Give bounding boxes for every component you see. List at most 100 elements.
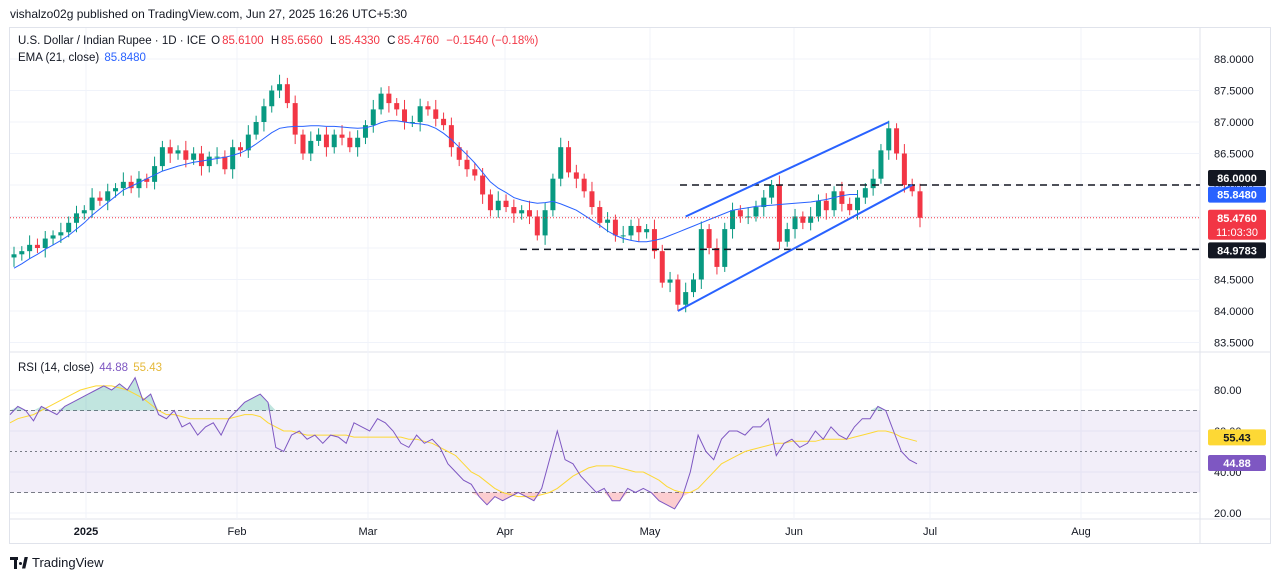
candle-body — [823, 200, 829, 211]
candle-body — [269, 90, 275, 107]
candle-body — [113, 188, 119, 192]
time-tick-label: Feb — [228, 526, 247, 538]
candle-body — [339, 134, 345, 138]
candle-body — [11, 254, 17, 258]
candle-body — [581, 178, 587, 192]
rsi-line — [9, 376, 918, 510]
badge-ema: 85.8480 — [1217, 190, 1257, 202]
candle-body — [245, 134, 251, 151]
badge-level-high-bg — [1208, 170, 1266, 186]
candle-body — [417, 106, 423, 122]
price-tick-label: 87.0000 — [1214, 117, 1254, 129]
candle-body — [128, 181, 134, 189]
candle-body — [159, 147, 165, 167]
candle-body — [355, 137, 361, 148]
candle-body — [386, 93, 392, 104]
badge-rsi-bg — [1208, 454, 1266, 471]
candle-body — [152, 166, 158, 182]
candle-body — [691, 279, 696, 293]
candle-body — [894, 128, 900, 154]
rsi-ma-line — [9, 385, 918, 498]
candle-body — [378, 93, 384, 110]
candle-body — [19, 251, 25, 255]
badge-ema-bg — [1208, 186, 1266, 203]
tradingview-logo[interactable]: TradingView — [10, 555, 104, 570]
ema-legend: EMA (21, close) 85.8480 — [18, 52, 148, 64]
candle-body — [667, 279, 673, 283]
tradingview-logo-icon — [10, 556, 28, 569]
price-tick-label: 84.0000 — [1214, 306, 1254, 318]
price-tick-label: 83.5000 — [1214, 338, 1254, 350]
candle-body — [198, 153, 204, 167]
badge-level-high: 86.0000 — [1217, 173, 1257, 185]
candle-body — [284, 84, 290, 104]
candle-body — [800, 216, 806, 223]
candle-body — [620, 235, 626, 237]
publisher-line: vishalzo02g published on TradingView.com… — [10, 7, 408, 21]
candle-body — [66, 222, 72, 233]
time-tick-label: Jul — [923, 526, 937, 538]
candle-body — [136, 178, 142, 189]
candle-body — [566, 147, 572, 173]
candle-body — [42, 238, 48, 248]
candle-body — [206, 156, 212, 167]
candle-body — [58, 232, 64, 236]
candle-body — [144, 178, 150, 182]
candle-body — [323, 134, 329, 148]
close-label: C — [387, 35, 396, 47]
candle-body — [50, 235, 56, 239]
price-tick-label: 86.5000 — [1214, 149, 1254, 161]
ema-label[interactable]: EMA (21, close) — [18, 52, 100, 64]
candle-body — [761, 197, 767, 208]
price-tick-label: 87.5000 — [1214, 86, 1254, 98]
rsi-label[interactable]: RSI (14, close) — [18, 362, 95, 374]
candle-body — [909, 185, 915, 192]
candle-body — [487, 194, 493, 211]
rsi-tick-label: 80.00 — [1214, 385, 1242, 397]
candle-body — [776, 185, 782, 242]
candle-body — [425, 106, 431, 110]
candle-body — [659, 251, 665, 283]
symbol-title[interactable]: U.S. Dollar / Indian Rupee · 1D · ICE — [18, 35, 206, 47]
candle-body — [347, 137, 353, 148]
candle-body — [886, 128, 892, 151]
candle-body — [230, 147, 236, 170]
candle-body — [612, 219, 618, 236]
badge-level-low-bg — [1208, 242, 1266, 259]
badge-countdown: 11:03:30 — [1216, 227, 1258, 239]
time-tick-label: Aug — [1071, 526, 1091, 538]
candle-body — [253, 122, 259, 135]
rsi-value: 44.88 — [99, 362, 129, 374]
candle-body — [901, 153, 907, 185]
candle-body — [27, 244, 33, 252]
candle-body — [441, 118, 447, 126]
candle-body — [105, 191, 111, 201]
candle-body — [847, 203, 853, 211]
candle-body — [480, 175, 486, 195]
wedge-upper-trendline[interactable] — [685, 121, 890, 218]
candle-body — [855, 197, 861, 211]
candle-body — [526, 210, 532, 217]
candle-body — [511, 207, 517, 214]
candle-body — [706, 229, 712, 248]
chart-frame — [9, 27, 1271, 544]
candle-body — [628, 225, 634, 236]
candle-body — [605, 219, 611, 223]
candle-body — [808, 216, 814, 223]
candle-body — [737, 210, 743, 217]
badge-rsi: 44.88 — [1223, 458, 1251, 470]
candle-body — [730, 210, 736, 230]
candle-body — [745, 216, 751, 218]
candle-body — [542, 210, 548, 236]
candle-body — [292, 103, 298, 135]
candle-body — [175, 150, 181, 154]
wedge-lower-trendline[interactable] — [677, 184, 913, 312]
candle-body — [97, 197, 103, 201]
candle-body — [394, 103, 400, 110]
candle-body — [120, 181, 126, 189]
open-value: 85.6100 — [222, 35, 264, 47]
close-value: 85.4760 — [397, 35, 440, 47]
candle-body — [89, 197, 95, 211]
